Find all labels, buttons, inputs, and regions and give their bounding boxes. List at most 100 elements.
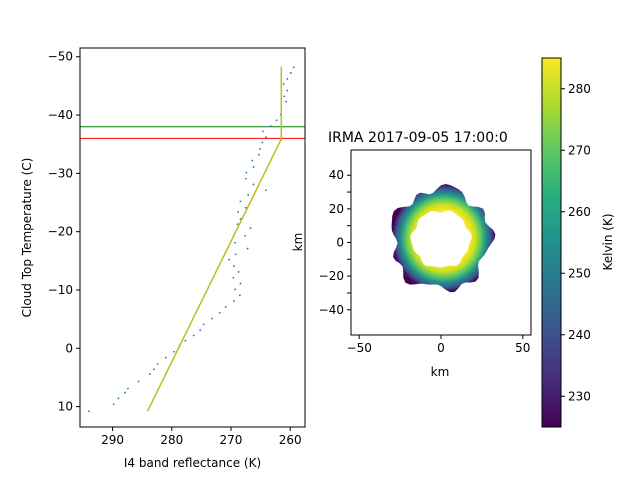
scatter-point [238, 294, 241, 297]
colorbar-tick-label: 280 [568, 82, 591, 96]
x-tick-label: 260 [279, 433, 302, 447]
scatter-point [239, 217, 242, 220]
heatmap-image [391, 183, 496, 293]
scatter-point [137, 380, 140, 383]
scatter-point [239, 200, 242, 203]
scatter-plot-area [80, 66, 305, 413]
scatter-point [156, 363, 159, 365]
scatter-ticks: 290 280 270 260 10 0 −10 −20 −30 −40 −50 [48, 50, 302, 447]
scatter-point [224, 305, 227, 308]
scatter-point [211, 317, 213, 320]
scatter-point [239, 282, 242, 285]
colorbar-ticks: 230 240 250 260 270 280 [561, 82, 591, 403]
scatter-point [292, 66, 295, 69]
y-tick-label: −30 [48, 166, 73, 180]
y-tick-label: −10 [48, 283, 73, 297]
scatter-point [244, 206, 247, 209]
y-tick-label: 40 [329, 168, 344, 182]
y-tick-label: −40 [48, 108, 73, 122]
x-tick-label: −50 [347, 341, 372, 355]
scatter-point [251, 159, 254, 162]
x-tick-label: 290 [101, 433, 124, 447]
colorbar-tick-label: 240 [568, 328, 591, 342]
heatmap-ticks: −50 0 50 −40 −20 0 20 40 [319, 168, 531, 355]
heatmap-x-axis-label: km [431, 365, 450, 379]
scatter-point [234, 253, 237, 256]
scatter-point [286, 78, 289, 80]
scatter-axes-frame [79, 47, 306, 428]
scatter-x-axis-label: I4 band reflectance (K) [124, 456, 261, 470]
scatter-point [265, 136, 267, 139]
scatter-point [252, 166, 255, 168]
scatter-point [245, 171, 248, 174]
scatter-point [259, 147, 261, 150]
scatter-point [233, 265, 235, 267]
heatmap-y-axis-label: km [291, 233, 305, 252]
y-tick-label: −50 [48, 50, 73, 64]
colorbar-label: Kelvin (K) [601, 213, 615, 270]
scatter-point [247, 194, 250, 196]
y-tick-label: 10 [58, 400, 73, 414]
colorbar-tick-label: 250 [568, 266, 591, 280]
scatter-point [265, 189, 267, 192]
y-tick-label: 20 [329, 202, 344, 216]
y-tick-label: 0 [336, 236, 344, 250]
scatter-point [228, 258, 231, 261]
scatter-panel: 290 280 270 260 10 0 −10 −20 −30 −40 −50 I4 band r… [20, 47, 306, 470]
x-tick-label: 50 [515, 341, 530, 355]
x-tick-label: 0 [437, 341, 445, 355]
colorbar-tick-label: 260 [568, 205, 591, 219]
scatter-point [244, 177, 247, 180]
colorbar: 230 240 250 260 270 280 Kelvin (K) [541, 57, 615, 428]
scatter-point [192, 334, 195, 337]
heatmap-title: IRMA 2017-09-05 17:00:0 [328, 130, 508, 146]
heatmap-panel: IRMA 2017-09-05 17:00:0 −50 0 50 −40 −20 0 20 4… [291, 130, 532, 379]
y-tick-label: −20 [319, 269, 344, 283]
scatter-point [246, 247, 249, 250]
scatter-point [285, 100, 287, 103]
scatter-point [282, 83, 285, 86]
scatter-point [237, 271, 240, 273]
scatter-point [275, 119, 278, 122]
scatter-point [153, 368, 155, 371]
x-tick-label: 270 [220, 433, 243, 447]
scatter-point [252, 183, 255, 186]
scatter-point [286, 89, 289, 92]
scatter-point [237, 210, 239, 213]
scatter-y-axis-label: Cloud Top Temperature (C) [20, 158, 34, 318]
scatter-point [236, 223, 239, 225]
scatter-point [199, 329, 202, 332]
colorbar-tick-label: 230 [568, 389, 591, 403]
scatter-point [269, 125, 272, 128]
y-tick-label: 0 [65, 341, 73, 355]
scatter-point [232, 276, 235, 279]
colorbar-gradient [541, 57, 562, 428]
scatter-point [112, 403, 115, 406]
scatter-point [184, 339, 187, 342]
scatter-point [234, 288, 237, 291]
x-tick-label: 280 [160, 433, 183, 447]
fit-curve [146, 66, 283, 412]
y-tick-label: −40 [319, 303, 344, 317]
scatter-point [117, 397, 120, 400]
scatter-point [164, 356, 167, 359]
scatter-point [261, 141, 264, 144]
scatter-point [148, 373, 151, 375]
scatter-point [127, 387, 129, 390]
scatter-point [202, 323, 205, 326]
scatter-point [218, 311, 221, 314]
scatter-point [233, 300, 235, 302]
y-tick-label: −20 [48, 225, 73, 239]
scatter-point [124, 391, 126, 394]
scatter-point [262, 130, 264, 133]
scatter-point [283, 95, 286, 98]
scatter-point [249, 227, 252, 230]
scatter-point [289, 72, 292, 74]
scatter-point [173, 350, 176, 353]
colorbar-tick-label: 270 [568, 143, 591, 157]
hurricane-eye [410, 210, 472, 268]
scatter-point [257, 153, 260, 156]
scatter-point [244, 234, 247, 237]
scatter-point [234, 241, 237, 244]
